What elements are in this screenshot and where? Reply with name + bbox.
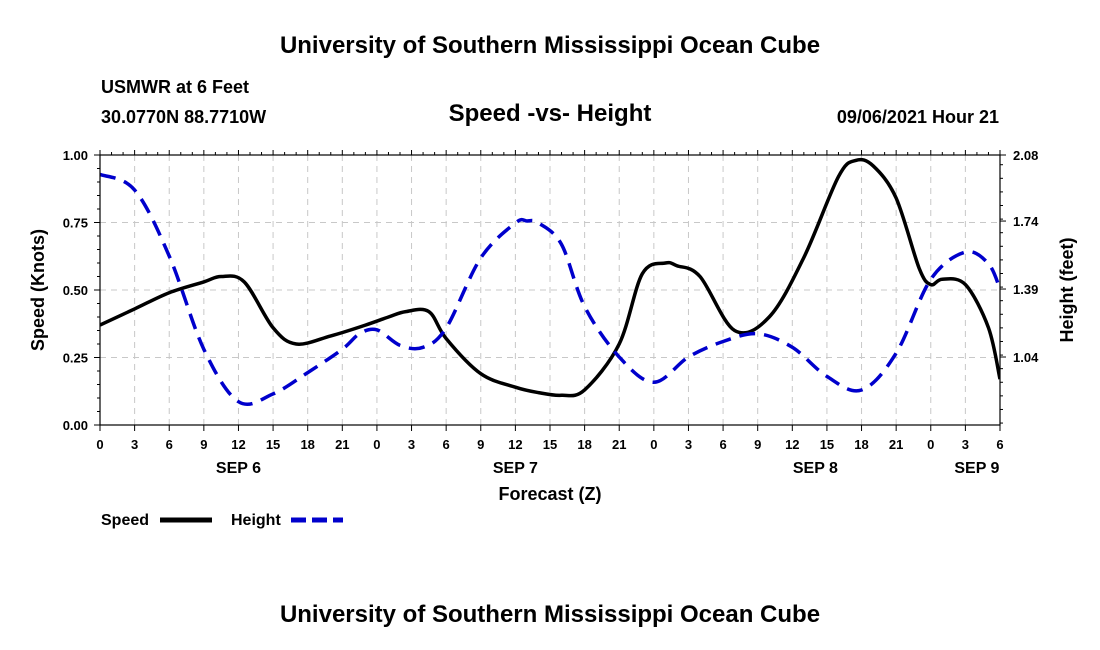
x-tick-label: 9 [754, 437, 761, 452]
y-left-tick-label: 1.00 [63, 148, 88, 163]
x-tick-label: 3 [685, 437, 692, 452]
x-tick-label: 3 [131, 437, 138, 452]
x-tick-label: 0 [927, 437, 934, 452]
day-label: SEP 7 [493, 460, 538, 477]
plot-frame [99, 154, 1001, 426]
x-tick-label: 15 [266, 437, 280, 452]
x-tick-label: 0 [650, 437, 657, 452]
forecast-timestamp: 09/06/2021 Hour 21 [836, 107, 999, 127]
y-left-tick-label: 0.50 [63, 283, 88, 298]
x-tick-label: 21 [612, 437, 626, 452]
chart-title: Speed -vs- Height [448, 100, 652, 127]
series-line-height [100, 172, 1000, 407]
series-line-speed [100, 157, 1000, 398]
x-tick-label: 9 [477, 437, 484, 452]
y-axis-title-left: Speed (Knots) [28, 229, 48, 351]
y-right-tick-label: 2.08 [1013, 148, 1038, 163]
day-label: SEP 9 [954, 460, 999, 477]
x-tick-label: 12 [508, 437, 522, 452]
x-tick-label: 18 [854, 437, 868, 452]
x-tick-label: 6 [719, 437, 726, 452]
station-coords: 30.0770N 88.7710W [101, 107, 267, 127]
x-tick-label: 21 [889, 437, 903, 452]
y-right-tick-label: 1.04 [1013, 350, 1039, 365]
x-tick-label: 18 [577, 437, 591, 452]
y-right-tick-label: 1.39 [1013, 282, 1038, 297]
x-tick-label: 6 [443, 437, 450, 452]
y-left-tick-label: 0.25 [63, 351, 88, 366]
x-tick-label: 0 [373, 437, 380, 452]
x-tick-label: 12 [231, 437, 245, 452]
day-label: SEP 6 [216, 460, 261, 477]
page-title: University of Southern Mississippi Ocean… [279, 32, 821, 59]
x-tick-label: 21 [335, 437, 349, 452]
y-left-tick-label: 0.75 [63, 216, 88, 231]
x-tick-label: 0 [96, 437, 103, 452]
y-right-tick-label: 1.74 [1013, 214, 1039, 229]
x-axis-title: Forecast (Z) [498, 484, 601, 504]
x-tick-label: 15 [543, 437, 557, 452]
x-tick-label: 18 [300, 437, 314, 452]
legend-label-height: Height [231, 512, 281, 529]
x-tick-label: 3 [962, 437, 969, 452]
y-left-tick-label: 0.00 [63, 418, 88, 433]
x-tick-label: 12 [785, 437, 799, 452]
x-tick-label: 6 [166, 437, 173, 452]
x-tick-label: 6 [996, 437, 1003, 452]
x-tick-label: 3 [408, 437, 415, 452]
x-tick-label: 15 [820, 437, 834, 452]
y-axis-title-right: Height (feet) [1057, 238, 1077, 343]
legend-label-speed: Speed [101, 512, 149, 529]
day-label: SEP 8 [793, 460, 838, 477]
station-name: USMWR at 6 Feet [101, 77, 250, 97]
x-tick-label: 9 [200, 437, 207, 452]
footer-title: University of Southern Mississippi Ocean… [279, 601, 821, 628]
